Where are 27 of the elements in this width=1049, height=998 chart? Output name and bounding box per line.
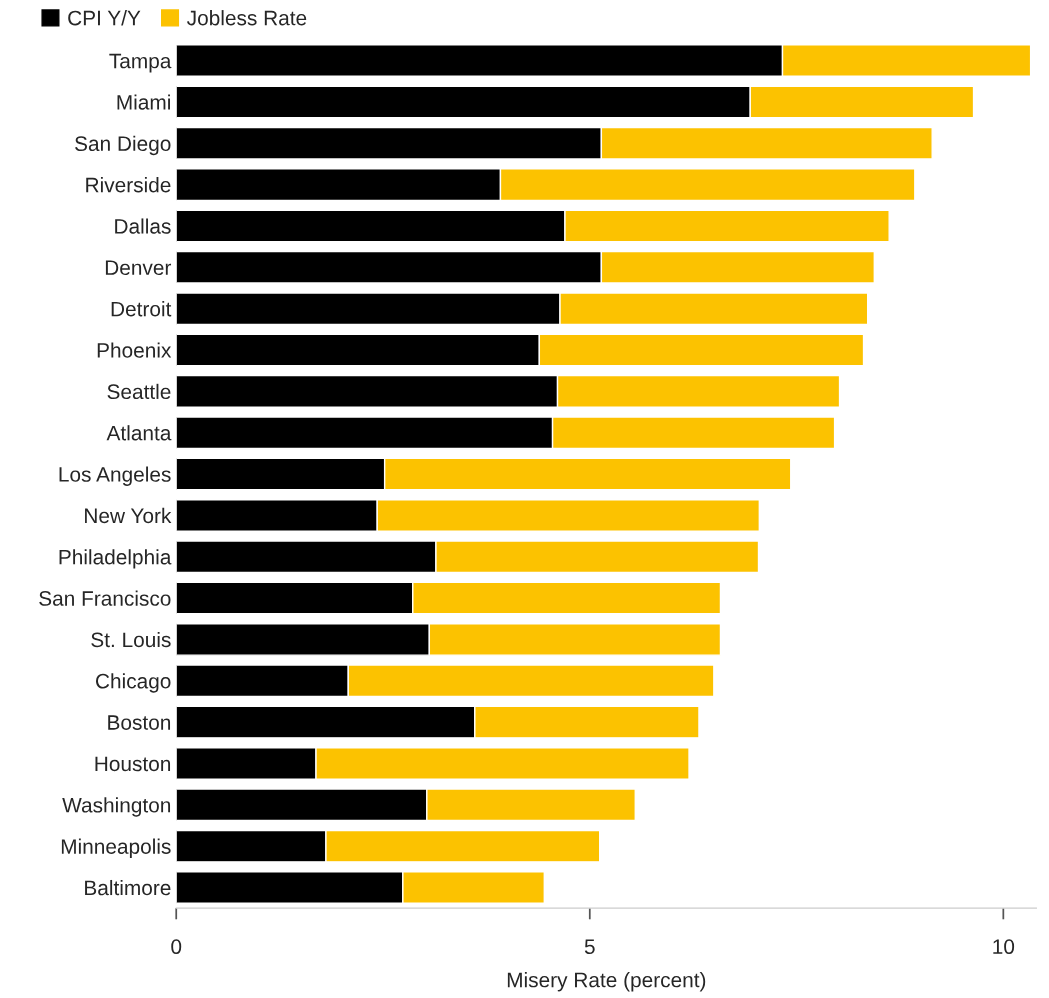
y-tick-label: Riverside (86, 177, 171, 193)
y-tick-label: Detroit (111, 301, 172, 317)
legend-label: CPI Y/Y (68, 10, 141, 26)
y-tick-label: Houston (95, 756, 171, 772)
y-tick-label: Seattle (107, 383, 171, 400)
y-tick-label: Washington (62, 797, 171, 817)
y-tick-label: Tampa (109, 53, 172, 73)
x-tick-label: 0 (171, 939, 182, 955)
y-tick-label: Denver (105, 260, 172, 276)
y-tick-label: Atlanta (106, 425, 172, 441)
x-tick-label: 5 (584, 939, 595, 955)
legend-label: Jobless Rate (187, 10, 307, 26)
y-tick-label: Phoenix (97, 342, 172, 358)
y-tick-label: Boston (108, 715, 171, 730)
y-tick-label: Chicago (96, 673, 171, 693)
y-tick-label: Minneapolis (61, 838, 171, 859)
y-tick-label: Miami (117, 94, 170, 110)
y-tick-label: Philadelphia (59, 549, 172, 569)
x-tick-label: 10 (993, 939, 1015, 955)
y-tick-label: Los Angeles (59, 466, 171, 486)
y-tick-label: Dallas (115, 218, 171, 234)
y-tick-label: New York (85, 507, 172, 524)
y-tick-label: San Diego (75, 135, 171, 156)
y-tick-label: Baltimore (85, 879, 171, 896)
y-tick-label: St. Louis (91, 631, 171, 648)
x-axis-title: Misery Rate (percent) (507, 972, 706, 992)
y-tick-label: San Francisco (39, 590, 171, 606)
